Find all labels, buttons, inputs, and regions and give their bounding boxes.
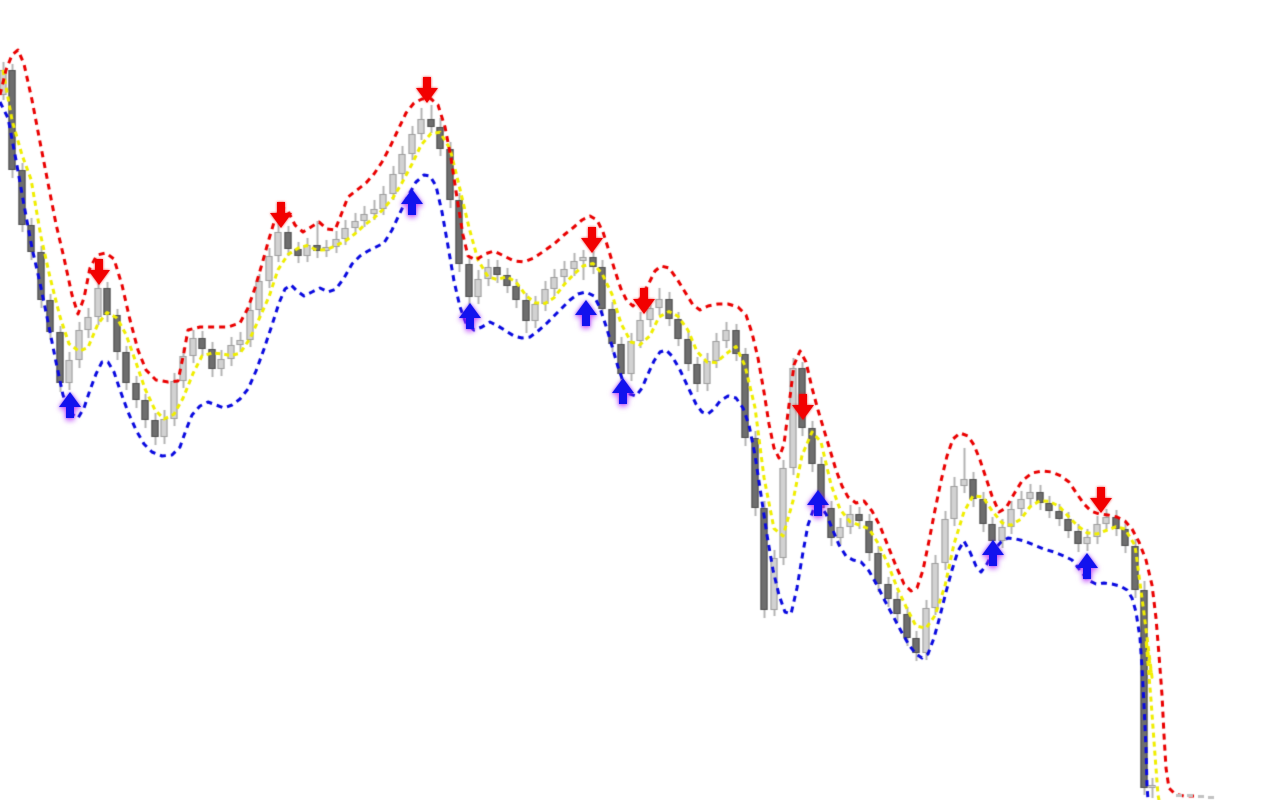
price-chart-canvas[interactable] [0,0,1280,800]
trading-chart [0,0,1280,800]
